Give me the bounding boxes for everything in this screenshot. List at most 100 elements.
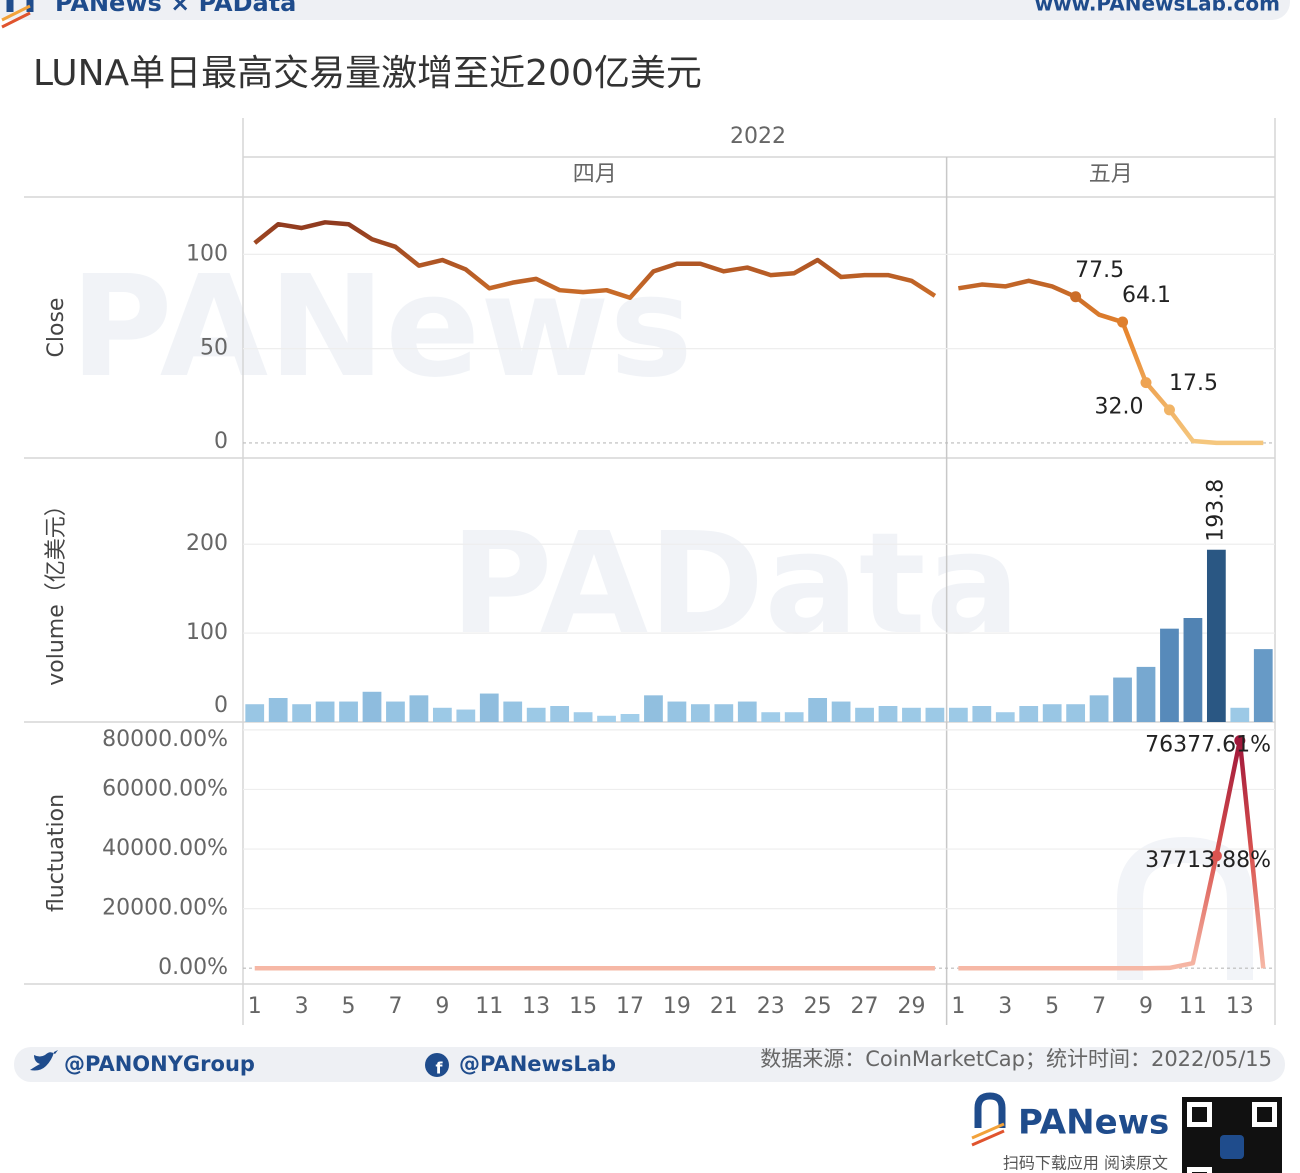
qr-cell (1217, 1147, 1222, 1152)
footer-twitter[interactable]: @PANONYGroup (64, 1052, 255, 1076)
qr-cell (1262, 1137, 1267, 1142)
y-axis-title: Close (44, 298, 69, 358)
qr-code (1182, 1097, 1282, 1173)
bottom-logo (971, 1092, 1006, 1147)
qr-cell (1192, 1162, 1197, 1167)
qr-cell (1222, 1107, 1227, 1112)
qr-cell (1262, 1147, 1267, 1152)
qr-cell (1232, 1132, 1237, 1137)
qr-cell (1207, 1142, 1212, 1147)
qr-cell (1257, 1107, 1262, 1112)
bar (1136, 666, 1156, 722)
qr-cell (1222, 1127, 1227, 1132)
header-brand: PANews × PAData (55, 0, 296, 17)
qr-cell (1187, 1127, 1192, 1132)
qr-cell (1232, 1097, 1237, 1102)
qr-caption: 扫码下载应用 阅读原文 (1003, 1154, 1168, 1173)
qr-cell (1197, 1107, 1202, 1112)
qr-cell (1227, 1107, 1232, 1112)
x-tick-label: 25 (804, 994, 832, 1019)
qr-cell (1252, 1157, 1257, 1162)
chart-title: LUNA单日最高交易量激增至近200亿美元 (33, 53, 702, 94)
qr-cell (1252, 1097, 1257, 1102)
qr-cell (1202, 1107, 1207, 1112)
x-tick-label: 21 (710, 994, 738, 1019)
y-tick-label: 80000.00% (102, 727, 228, 752)
bar (1066, 704, 1086, 722)
qr-cell (1272, 1127, 1277, 1132)
qr-cell (1207, 1127, 1212, 1132)
qr-cell (1202, 1132, 1207, 1137)
qr-cell (1262, 1152, 1267, 1157)
qr-cell (1192, 1137, 1197, 1142)
qr-cell (1267, 1147, 1272, 1152)
qr-cell (1222, 1157, 1227, 1162)
qr-cell (1187, 1147, 1192, 1152)
point (1070, 291, 1082, 303)
bar (315, 701, 335, 722)
x-tick-label: 5 (1045, 994, 1059, 1019)
qr-cell (1217, 1132, 1222, 1137)
x-tick-label: 29 (897, 994, 925, 1019)
qr-cell (1197, 1142, 1202, 1147)
qr-cell (1277, 1162, 1282, 1167)
qr-cell (1212, 1112, 1217, 1117)
facebook-glyph: f (436, 1059, 444, 1078)
x-tick-label: 15 (569, 994, 597, 1019)
qr-cell (1212, 1157, 1217, 1162)
bar (714, 704, 734, 722)
qr-cell (1232, 1157, 1237, 1162)
y-tick-label: 100 (186, 620, 228, 645)
qr-cell (1232, 1162, 1237, 1167)
x-tick-label: 5 (342, 994, 356, 1019)
point (1210, 850, 1222, 862)
bar (409, 695, 429, 722)
qr-cell (1182, 1142, 1187, 1147)
qr-cell (1247, 1102, 1252, 1107)
qr-cell (1247, 1117, 1252, 1122)
qr-cell (1227, 1122, 1232, 1127)
qr-cell (1227, 1117, 1232, 1122)
qr-cell (1267, 1132, 1272, 1137)
qr-cell (1202, 1117, 1207, 1122)
bar (573, 712, 593, 722)
x-tick-label: 3 (295, 994, 309, 1019)
y-tick-label: 0.00% (158, 955, 228, 980)
qr-cell (1272, 1162, 1277, 1167)
y-axis-title: volume（亿美元） (44, 494, 69, 686)
qr-cell (1277, 1097, 1282, 1102)
qr-cell (1242, 1167, 1247, 1172)
data-label: 77.5 (1075, 258, 1124, 283)
bar (245, 704, 265, 722)
y-tick-label: 50 (200, 336, 228, 361)
qr-cell (1232, 1127, 1237, 1132)
qr-cell (1182, 1147, 1187, 1152)
qr-cell (1222, 1097, 1227, 1102)
qr-cell (1207, 1157, 1212, 1162)
qr-cell (1272, 1152, 1277, 1157)
bar (784, 712, 804, 722)
qr-cell (1272, 1157, 1277, 1162)
qr-cell (1247, 1097, 1252, 1102)
x-tick-label: 7 (1092, 994, 1106, 1019)
header-logo (1, 0, 34, 29)
qr-cell (1182, 1152, 1187, 1157)
qr-cell (1197, 1152, 1202, 1157)
qr-cell (1207, 1152, 1212, 1157)
qr-cell (1252, 1162, 1257, 1167)
bar (386, 701, 405, 722)
footer-facebook[interactable]: @PANewsLab (459, 1052, 616, 1076)
bar (667, 701, 687, 722)
qr-cell (1277, 1167, 1282, 1172)
bar (995, 712, 1015, 722)
point (1234, 735, 1246, 747)
qr-cell (1192, 1142, 1197, 1147)
qr-cell (1192, 1157, 1197, 1162)
qr-cell (1202, 1147, 1207, 1152)
qr-cell (1242, 1117, 1247, 1122)
qr-cell (1272, 1132, 1277, 1137)
qr-cell (1187, 1142, 1192, 1147)
qr-cell (1242, 1132, 1247, 1137)
qr-cell (1262, 1127, 1267, 1132)
